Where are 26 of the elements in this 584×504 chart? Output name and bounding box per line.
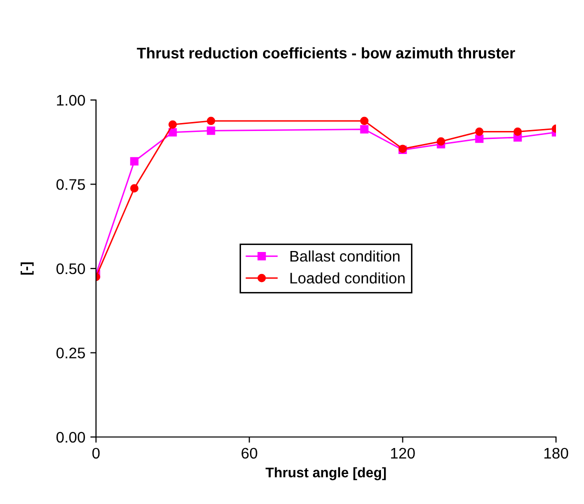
point [206,116,216,126]
point [475,128,484,136]
point [168,120,177,129]
legend-label: Ballast condition [290,250,400,262]
point [360,125,368,134]
y-tick-label: 0.50 [56,263,85,274]
x-tick-label: 0 [92,448,100,459]
x-tick-label: 180 [544,448,568,459]
x-axis-title: Thrust angle [deg] [266,467,386,480]
point [360,116,368,126]
y-tick-label: 0.00 [56,432,85,443]
y-tick-label: 0.75 [56,179,85,190]
point [130,184,138,192]
point [168,128,177,137]
x-tick-label: 60 [242,448,258,459]
legend-label: Loaded condition [290,272,405,284]
point [475,134,484,143]
point [436,137,446,146]
point [130,157,138,166]
x-tick-label: 120 [391,448,415,459]
chart-title: Thrust reduction coefficients - bow azimuth thruster [136,47,516,58]
point [206,126,216,135]
y-tick-label: 0.25 [56,348,85,358]
y-tick-label: 1.00 [57,94,85,106]
point [514,128,522,136]
y-axis-title: [-] [20,262,34,275]
